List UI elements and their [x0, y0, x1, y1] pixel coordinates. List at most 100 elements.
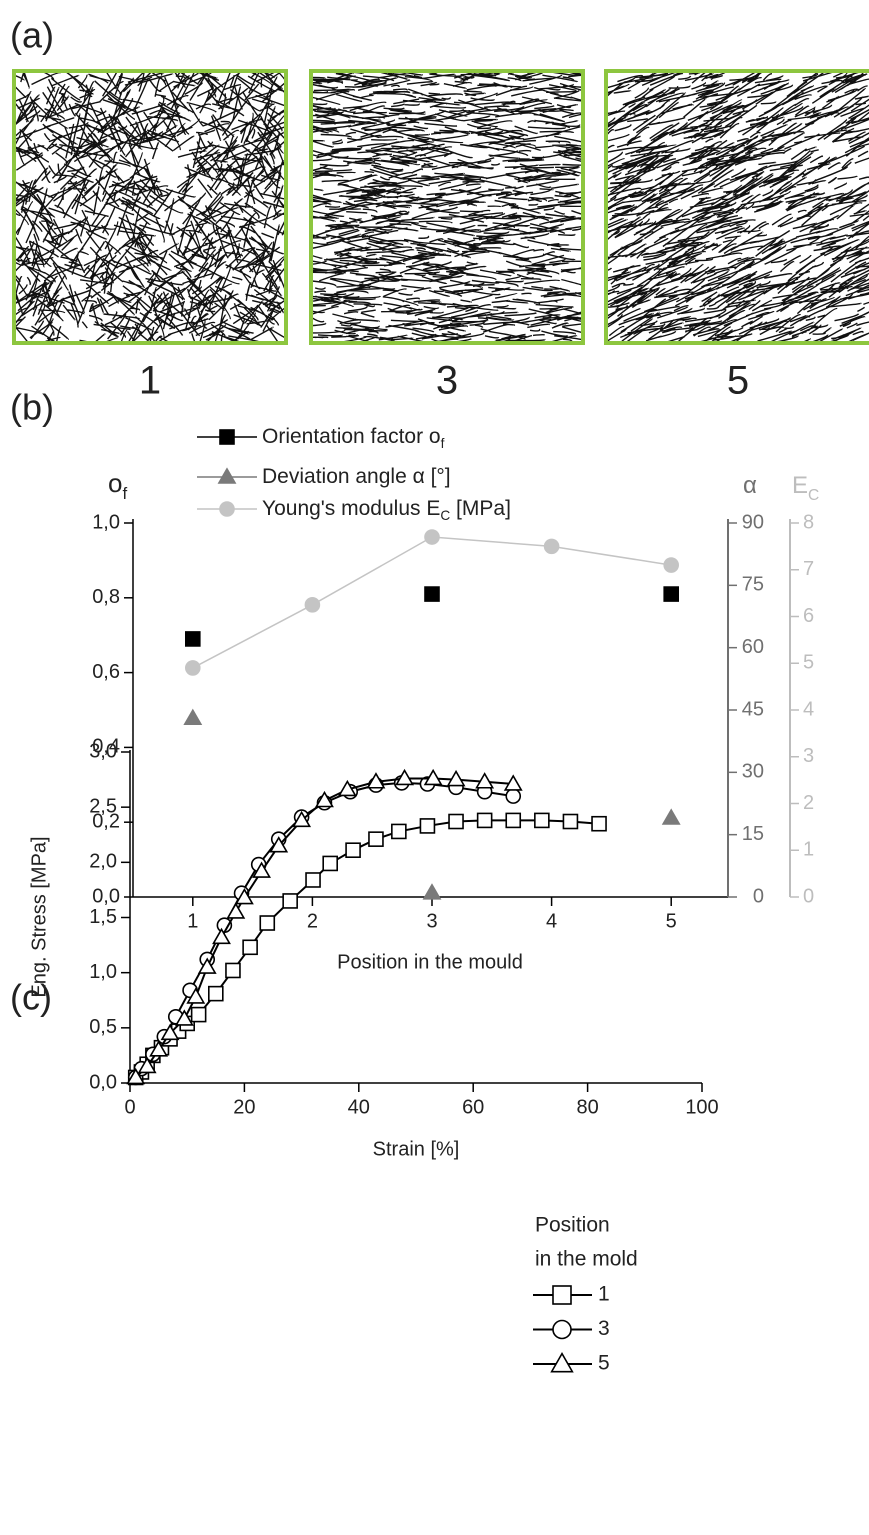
y-tick-label: 2,5	[89, 795, 117, 817]
image-label: 1	[139, 359, 161, 403]
series-line	[135, 819, 600, 1079]
marker	[663, 557, 680, 573]
legend-label: 1	[598, 1283, 610, 1306]
marker	[242, 939, 258, 956]
marker	[219, 429, 235, 445]
panel-label: (c)	[10, 977, 52, 1018]
marker	[269, 836, 289, 853]
marker	[476, 812, 493, 829]
x-tick-label: 20	[233, 1096, 255, 1118]
marker	[183, 708, 203, 726]
marker	[395, 768, 414, 786]
marker	[505, 812, 522, 829]
marker	[185, 660, 201, 676]
marker	[226, 902, 246, 919]
x-tick-label: 4	[546, 910, 557, 932]
marker	[661, 808, 681, 825]
label-part: E	[792, 472, 808, 499]
x-tick-label: 0	[124, 1096, 135, 1118]
marker	[424, 586, 440, 602]
fiber-texture	[15, 72, 285, 342]
marker	[292, 810, 312, 828]
x-tick-label: 60	[462, 1096, 484, 1118]
marker	[197, 957, 217, 974]
x-tick-label: 3	[426, 910, 437, 932]
y3-tick-label: 6	[803, 605, 814, 627]
y2-tick-label: 75	[742, 574, 764, 596]
subscript: f	[441, 436, 445, 451]
marker	[322, 855, 339, 872]
marker	[282, 893, 298, 909]
y3-tick-label: 8	[803, 511, 814, 533]
image-frame	[604, 69, 869, 345]
y-axis-title: Eng. Stress [MPa]	[28, 836, 50, 997]
x-tick-label: 5	[666, 910, 677, 932]
y-tick-label: 0,0	[89, 1071, 117, 1093]
label-part: Young's modulus E	[262, 497, 440, 520]
marker	[368, 831, 384, 847]
y3-tick-label: 1	[803, 839, 814, 861]
label: Deviation angle α [°]	[262, 465, 451, 488]
micrographs	[12, 69, 869, 345]
marker	[305, 872, 321, 888]
marker	[160, 1023, 180, 1041]
y3-tick-label: 0	[803, 885, 814, 907]
x-tick-label: 80	[576, 1096, 598, 1118]
marker	[475, 772, 495, 789]
marker	[505, 788, 522, 804]
y-tick-label: 0,4	[92, 736, 120, 758]
y2-tick-label: 45	[742, 698, 764, 720]
marker	[552, 1319, 572, 1340]
marker	[259, 915, 276, 931]
legend-title: in the mold	[535, 1248, 638, 1271]
y-tick-label: 0,0	[92, 885, 120, 907]
y3-tick-label: 4	[803, 698, 814, 720]
marker	[225, 962, 241, 979]
subscript: C	[440, 508, 450, 523]
legend-title: Position	[535, 1214, 610, 1237]
marker	[345, 842, 361, 858]
marker	[419, 818, 436, 834]
y3-tick-label: 7	[803, 558, 814, 580]
marker	[543, 538, 560, 555]
y3-tick-label: 5	[803, 652, 814, 674]
x-axis-title: Strain [%]	[373, 1138, 460, 1160]
marker	[534, 812, 550, 829]
fiber-texture	[607, 72, 869, 342]
marker	[422, 883, 442, 900]
image-label: 3	[436, 359, 458, 403]
marker	[185, 631, 201, 647]
subscript: C	[808, 487, 819, 504]
image-label: 5	[727, 359, 749, 403]
marker	[391, 823, 407, 840]
marker	[126, 1067, 146, 1085]
marker	[234, 887, 254, 905]
y2-tick-label: 90	[742, 511, 764, 533]
y-tick-label: 0,2	[92, 810, 120, 832]
x-tick-label: 100	[685, 1096, 718, 1118]
marker	[663, 586, 680, 602]
y3-tick-label: 2	[803, 792, 814, 814]
marker	[304, 597, 321, 613]
y2-tick-label: 0	[753, 885, 764, 907]
marker	[552, 1285, 572, 1305]
label: Orientation factor of	[262, 425, 445, 452]
y-tick-label: 1,0	[92, 511, 120, 533]
label: of	[108, 468, 127, 503]
marker	[208, 985, 224, 1002]
label-part: Orientation factor o	[262, 425, 441, 448]
label-part: α	[743, 472, 757, 499]
legend-label: 3	[598, 1317, 610, 1340]
fiber-texture	[312, 72, 582, 342]
image-frame	[309, 69, 585, 345]
image-frame	[12, 69, 288, 345]
marker	[315, 790, 334, 808]
marker	[562, 813, 579, 830]
marker	[174, 1009, 194, 1026]
y2-tick-label: 15	[742, 823, 764, 845]
label-part: Deviation angle α [°]	[262, 465, 451, 488]
panel-label: (a)	[10, 15, 54, 56]
y-tick-label: 0,8	[92, 586, 120, 608]
marker	[424, 529, 440, 545]
